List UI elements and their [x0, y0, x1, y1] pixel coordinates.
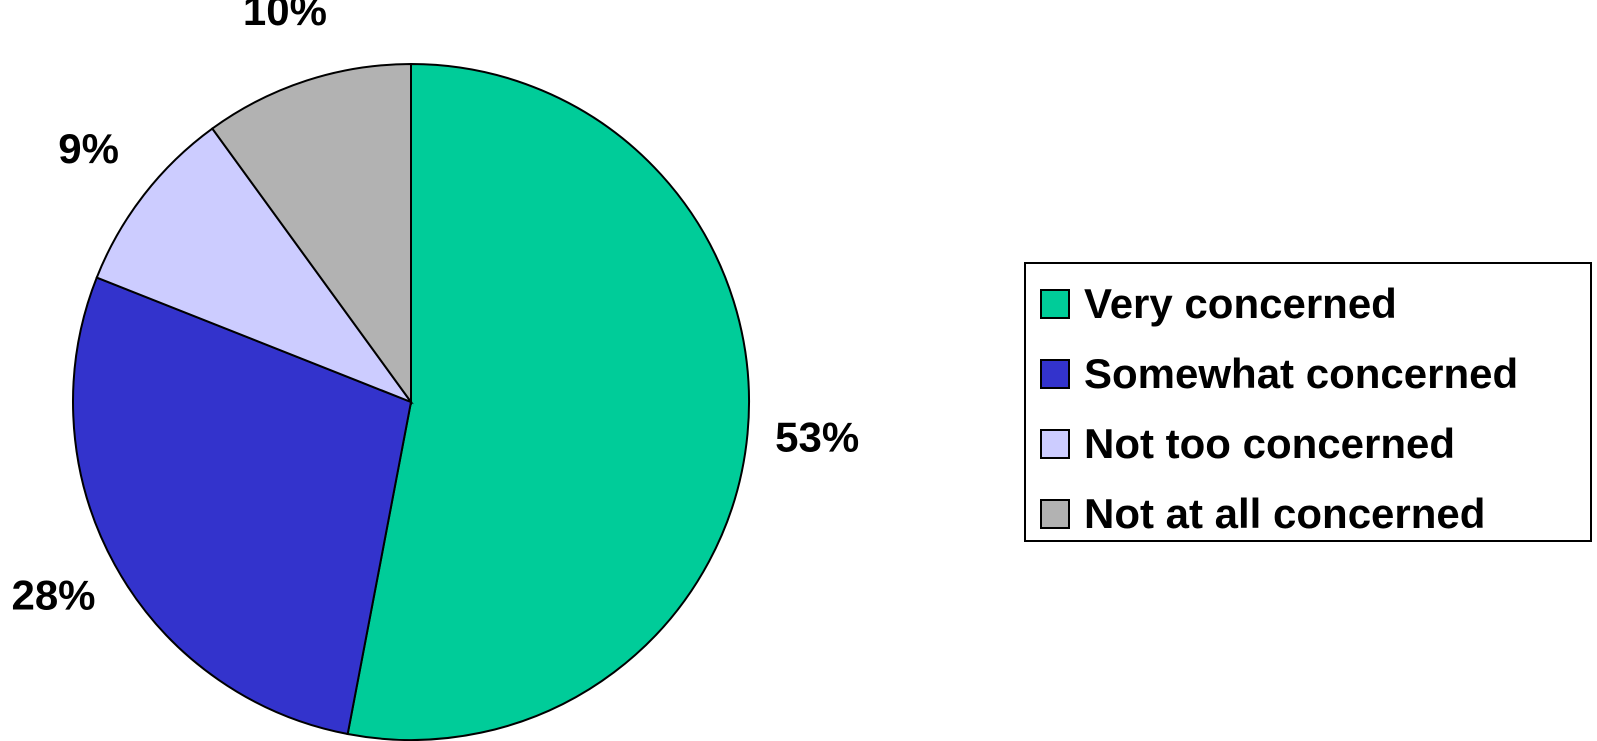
legend-item-very-concerned: Very concerned	[1040, 278, 1397, 330]
legend-item-not-at-all-concerned: Not at all concerned	[1040, 488, 1485, 540]
pie-chart: 53% 28% 9% 10%	[11, 0, 859, 741]
legend-swatch	[1040, 429, 1070, 459]
pie-slice-not-at-all-concerned	[210, 62, 412, 406]
data-label: 53%	[775, 413, 859, 460]
data-label: 10%	[243, 0, 327, 34]
pie-slice-not-too-concerned	[95, 127, 414, 405]
legend-label: Not too concerned	[1084, 420, 1456, 467]
legend-label: Not at all concerned	[1084, 490, 1486, 537]
legend-item-somewhat-concerned: Somewhat concerned	[1040, 348, 1518, 400]
legend: Very concerned Somewhat concerned Not to…	[1024, 262, 1592, 542]
legend-item-not-too-concerned: Not too concerned	[1040, 418, 1455, 470]
pie-slice-very-concerned	[346, 62, 751, 741]
legend-swatch	[1040, 289, 1070, 319]
legend-swatch	[1040, 359, 1070, 389]
legend-label: Very concerned	[1084, 280, 1397, 327]
legend-label: Somewhat concerned	[1084, 350, 1519, 397]
data-label: 28%	[11, 572, 95, 619]
pie-slice-somewhat-concerned	[72, 276, 413, 736]
legend-swatch	[1040, 499, 1070, 529]
data-label: 9%	[58, 125, 119, 172]
